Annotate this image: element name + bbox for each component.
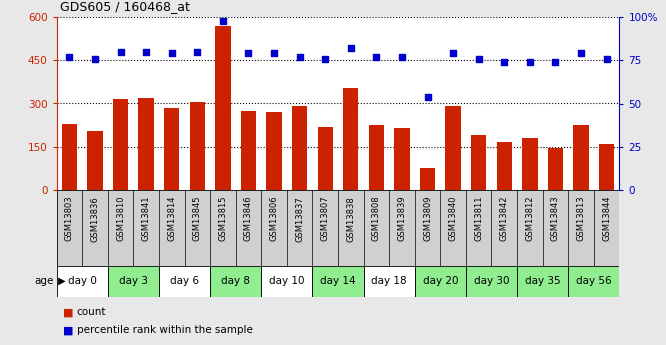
Bar (108, 266, 159, 297)
Bar (292, 106, 307, 190)
Bar (190, 102, 205, 190)
Text: GSM13806: GSM13806 (270, 196, 278, 241)
Text: day 6: day 6 (170, 276, 199, 286)
Text: GSM13846: GSM13846 (244, 196, 253, 241)
Bar (87, 131, 103, 190)
Text: GSM13808: GSM13808 (372, 196, 381, 241)
Point (64, 54, 75, 60)
Text: day 0: day 0 (68, 276, 97, 286)
Text: GSM13807: GSM13807 (321, 196, 330, 241)
Bar (415, 266, 466, 297)
Point (346, 46, 356, 51)
Point (90, 56, 101, 61)
Bar (471, 135, 486, 190)
Text: day 3: day 3 (119, 276, 148, 286)
Point (294, 54, 305, 60)
Text: GSM13840: GSM13840 (449, 196, 458, 241)
Text: GSM13838: GSM13838 (346, 196, 355, 241)
Bar (394, 128, 410, 190)
Text: GSM13845: GSM13845 (192, 196, 202, 241)
Point (474, 56, 484, 61)
Bar (113, 99, 129, 190)
Bar (599, 144, 614, 190)
Point (397, 54, 408, 60)
Point (115, 49, 126, 55)
Point (192, 49, 202, 55)
Point (268, 51, 279, 56)
Bar (159, 266, 210, 297)
Point (422, 94, 433, 99)
Point (141, 49, 151, 55)
Text: count: count (77, 307, 106, 317)
Text: GSM13839: GSM13839 (398, 196, 406, 241)
Text: GSM13813: GSM13813 (577, 196, 585, 241)
Text: GSM13844: GSM13844 (602, 196, 611, 241)
Bar (261, 266, 312, 297)
Bar (420, 168, 435, 190)
Bar (164, 108, 179, 190)
Text: GSM13812: GSM13812 (525, 196, 534, 241)
Text: GSM13842: GSM13842 (500, 196, 509, 241)
Text: GSM13809: GSM13809 (423, 196, 432, 241)
Bar (139, 98, 154, 190)
Bar (364, 266, 415, 297)
Point (320, 56, 330, 61)
Point (371, 54, 382, 60)
Bar (573, 125, 589, 190)
Bar (215, 26, 230, 190)
Text: GSM13811: GSM13811 (474, 196, 484, 241)
Bar (241, 111, 256, 190)
Text: day 20: day 20 (422, 276, 458, 286)
Bar (547, 148, 563, 190)
Bar (57, 266, 108, 297)
Bar (568, 266, 619, 297)
Text: GSM13810: GSM13810 (116, 196, 125, 241)
Bar (466, 266, 517, 297)
Text: day 8: day 8 (221, 276, 250, 286)
Point (166, 51, 177, 56)
Bar (369, 125, 384, 190)
Text: day 30: day 30 (474, 276, 509, 286)
Bar (210, 266, 261, 297)
Text: ▶: ▶ (55, 276, 66, 286)
Point (448, 51, 458, 56)
Text: GSM13814: GSM13814 (167, 196, 176, 241)
Point (243, 51, 254, 56)
Text: percentile rank within the sample: percentile rank within the sample (77, 325, 252, 335)
Text: day 35: day 35 (525, 276, 561, 286)
Text: day 10: day 10 (269, 276, 304, 286)
Text: GSM13836: GSM13836 (91, 196, 99, 241)
Text: age: age (34, 276, 53, 286)
Point (601, 56, 612, 61)
Text: day 18: day 18 (372, 276, 407, 286)
Text: GSM13815: GSM13815 (218, 196, 227, 241)
Text: GSM13843: GSM13843 (551, 196, 560, 241)
Bar (266, 112, 282, 190)
Text: day 56: day 56 (576, 276, 611, 286)
Point (218, 18, 228, 23)
Bar (62, 124, 77, 190)
Bar (517, 266, 568, 297)
Point (550, 59, 561, 65)
Text: GSM13841: GSM13841 (142, 196, 151, 241)
Text: day 14: day 14 (320, 276, 356, 286)
Bar (446, 106, 461, 190)
Point (499, 59, 509, 65)
Point (525, 59, 535, 65)
Bar (497, 142, 512, 190)
Point (575, 51, 586, 56)
Text: GSM13803: GSM13803 (65, 196, 74, 241)
Bar (522, 138, 537, 190)
Text: GDS605 / 160468_at: GDS605 / 160468_at (60, 0, 190, 13)
Text: ■: ■ (63, 325, 74, 335)
Text: GSM13837: GSM13837 (295, 196, 304, 241)
Bar (343, 88, 358, 190)
Bar (312, 266, 364, 297)
Text: ■: ■ (63, 307, 74, 317)
Bar (318, 127, 333, 190)
